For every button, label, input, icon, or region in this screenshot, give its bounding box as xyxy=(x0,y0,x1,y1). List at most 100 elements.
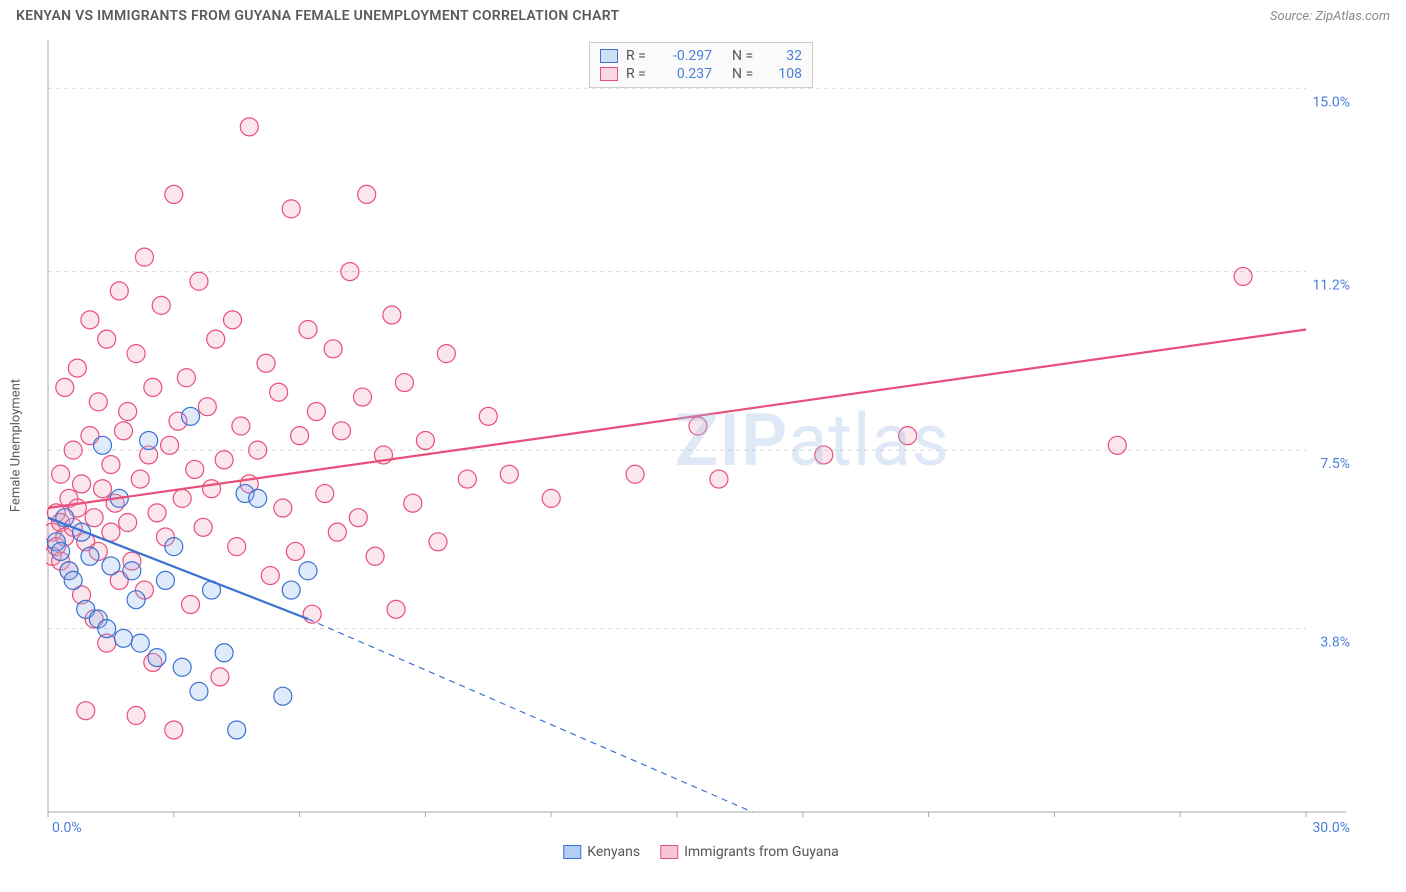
data-point xyxy=(161,436,179,454)
x-tick-label-left: 0.0% xyxy=(52,820,82,836)
data-point xyxy=(328,523,346,541)
data-point xyxy=(81,547,99,565)
legend-series-label: Kenyans xyxy=(587,844,640,860)
data-point xyxy=(358,185,376,203)
legend-n-value: 32 xyxy=(768,48,802,64)
data-point xyxy=(240,118,258,136)
data-point xyxy=(127,345,145,363)
data-point xyxy=(1234,267,1252,285)
data-point xyxy=(307,403,325,421)
data-point xyxy=(119,403,137,421)
data-point xyxy=(270,383,288,401)
data-point xyxy=(341,263,359,281)
legend-r-value: -0.297 xyxy=(662,48,712,64)
y-tick-label: 11.2% xyxy=(1312,278,1350,294)
legend-swatch xyxy=(563,845,581,859)
data-point xyxy=(500,465,518,483)
chart-area: Female Unemployment 3.8%7.5%11.2%15.0%0.… xyxy=(46,38,1356,838)
scatter-plot: 3.8%7.5%11.2%15.0%0.0%30.0% xyxy=(46,38,1356,838)
legend-swatch xyxy=(600,49,618,63)
y-axis-label: Female Unemployment xyxy=(9,379,24,512)
legend-row: R = -0.297 N = 32 xyxy=(600,47,802,65)
data-point xyxy=(215,451,233,469)
correlation-legend: R = -0.297 N = 32 R = 0.237 N = 108 xyxy=(589,42,813,88)
data-point xyxy=(203,480,221,498)
data-point xyxy=(102,523,120,541)
legend-r-label: R = xyxy=(626,66,654,82)
legend-r-value: 0.237 xyxy=(662,66,712,82)
x-tick-label-right: 30.0% xyxy=(1312,820,1350,836)
data-point xyxy=(56,378,74,396)
data-point xyxy=(282,200,300,218)
data-point xyxy=(94,436,112,454)
data-point xyxy=(131,634,149,652)
source-name: ZipAtlas.com xyxy=(1315,9,1390,24)
regression-line-extrapolated xyxy=(308,619,752,812)
series-legend: Kenyans Immigrants from Guyana xyxy=(563,844,839,860)
data-point xyxy=(626,465,644,483)
data-point xyxy=(458,470,476,488)
data-point xyxy=(177,369,195,387)
data-point xyxy=(232,417,250,435)
chart-title: KENYAN VS IMMIGRANTS FROM GUYANA FEMALE … xyxy=(16,8,619,24)
data-point xyxy=(349,509,367,527)
data-point xyxy=(102,557,120,575)
data-point xyxy=(182,407,200,425)
data-point xyxy=(1108,436,1126,454)
legend-item: Kenyans xyxy=(563,844,640,860)
y-tick-label: 3.8% xyxy=(1320,635,1350,651)
data-point xyxy=(324,340,342,358)
data-point xyxy=(127,707,145,725)
legend-swatch xyxy=(600,67,618,81)
data-point xyxy=(173,658,191,676)
data-point xyxy=(135,248,153,266)
data-point xyxy=(81,311,99,329)
data-point xyxy=(291,427,309,445)
data-point xyxy=(182,596,200,614)
legend-series-label: Immigrants from Guyana xyxy=(684,844,839,860)
data-point xyxy=(387,600,405,618)
data-point xyxy=(416,431,434,449)
data-point xyxy=(73,475,91,493)
data-point xyxy=(689,417,707,435)
data-point xyxy=(165,185,183,203)
data-point xyxy=(366,547,384,565)
data-point xyxy=(815,446,833,464)
data-point xyxy=(140,431,158,449)
data-point xyxy=(94,480,112,498)
data-point xyxy=(383,306,401,324)
data-point xyxy=(190,682,208,700)
y-tick-label: 7.5% xyxy=(1320,456,1350,472)
data-point xyxy=(114,629,132,647)
data-point xyxy=(899,427,917,445)
data-point xyxy=(123,562,141,580)
data-point xyxy=(249,489,267,507)
data-point xyxy=(198,398,216,416)
data-point xyxy=(282,581,300,599)
data-point xyxy=(52,465,70,483)
data-point xyxy=(207,330,225,348)
data-point xyxy=(316,485,334,503)
data-point xyxy=(68,359,86,377)
data-point xyxy=(404,494,422,512)
data-point xyxy=(542,489,560,507)
data-point xyxy=(119,514,137,532)
data-point xyxy=(299,562,317,580)
source-label: Source: xyxy=(1270,9,1315,24)
data-point xyxy=(395,374,413,392)
data-point xyxy=(85,509,103,527)
legend-r-label: R = xyxy=(626,48,654,64)
data-point xyxy=(299,321,317,339)
data-point xyxy=(333,422,351,440)
data-point xyxy=(77,702,95,720)
data-point xyxy=(64,441,82,459)
data-point xyxy=(98,330,116,348)
legend-item: Immigrants from Guyana xyxy=(660,844,839,860)
data-point xyxy=(186,460,204,478)
source-attribution: Source: ZipAtlas.com xyxy=(1270,9,1390,24)
data-point xyxy=(211,668,229,686)
data-point xyxy=(148,649,166,667)
data-point xyxy=(165,538,183,556)
data-point xyxy=(286,542,304,560)
data-point xyxy=(479,407,497,425)
